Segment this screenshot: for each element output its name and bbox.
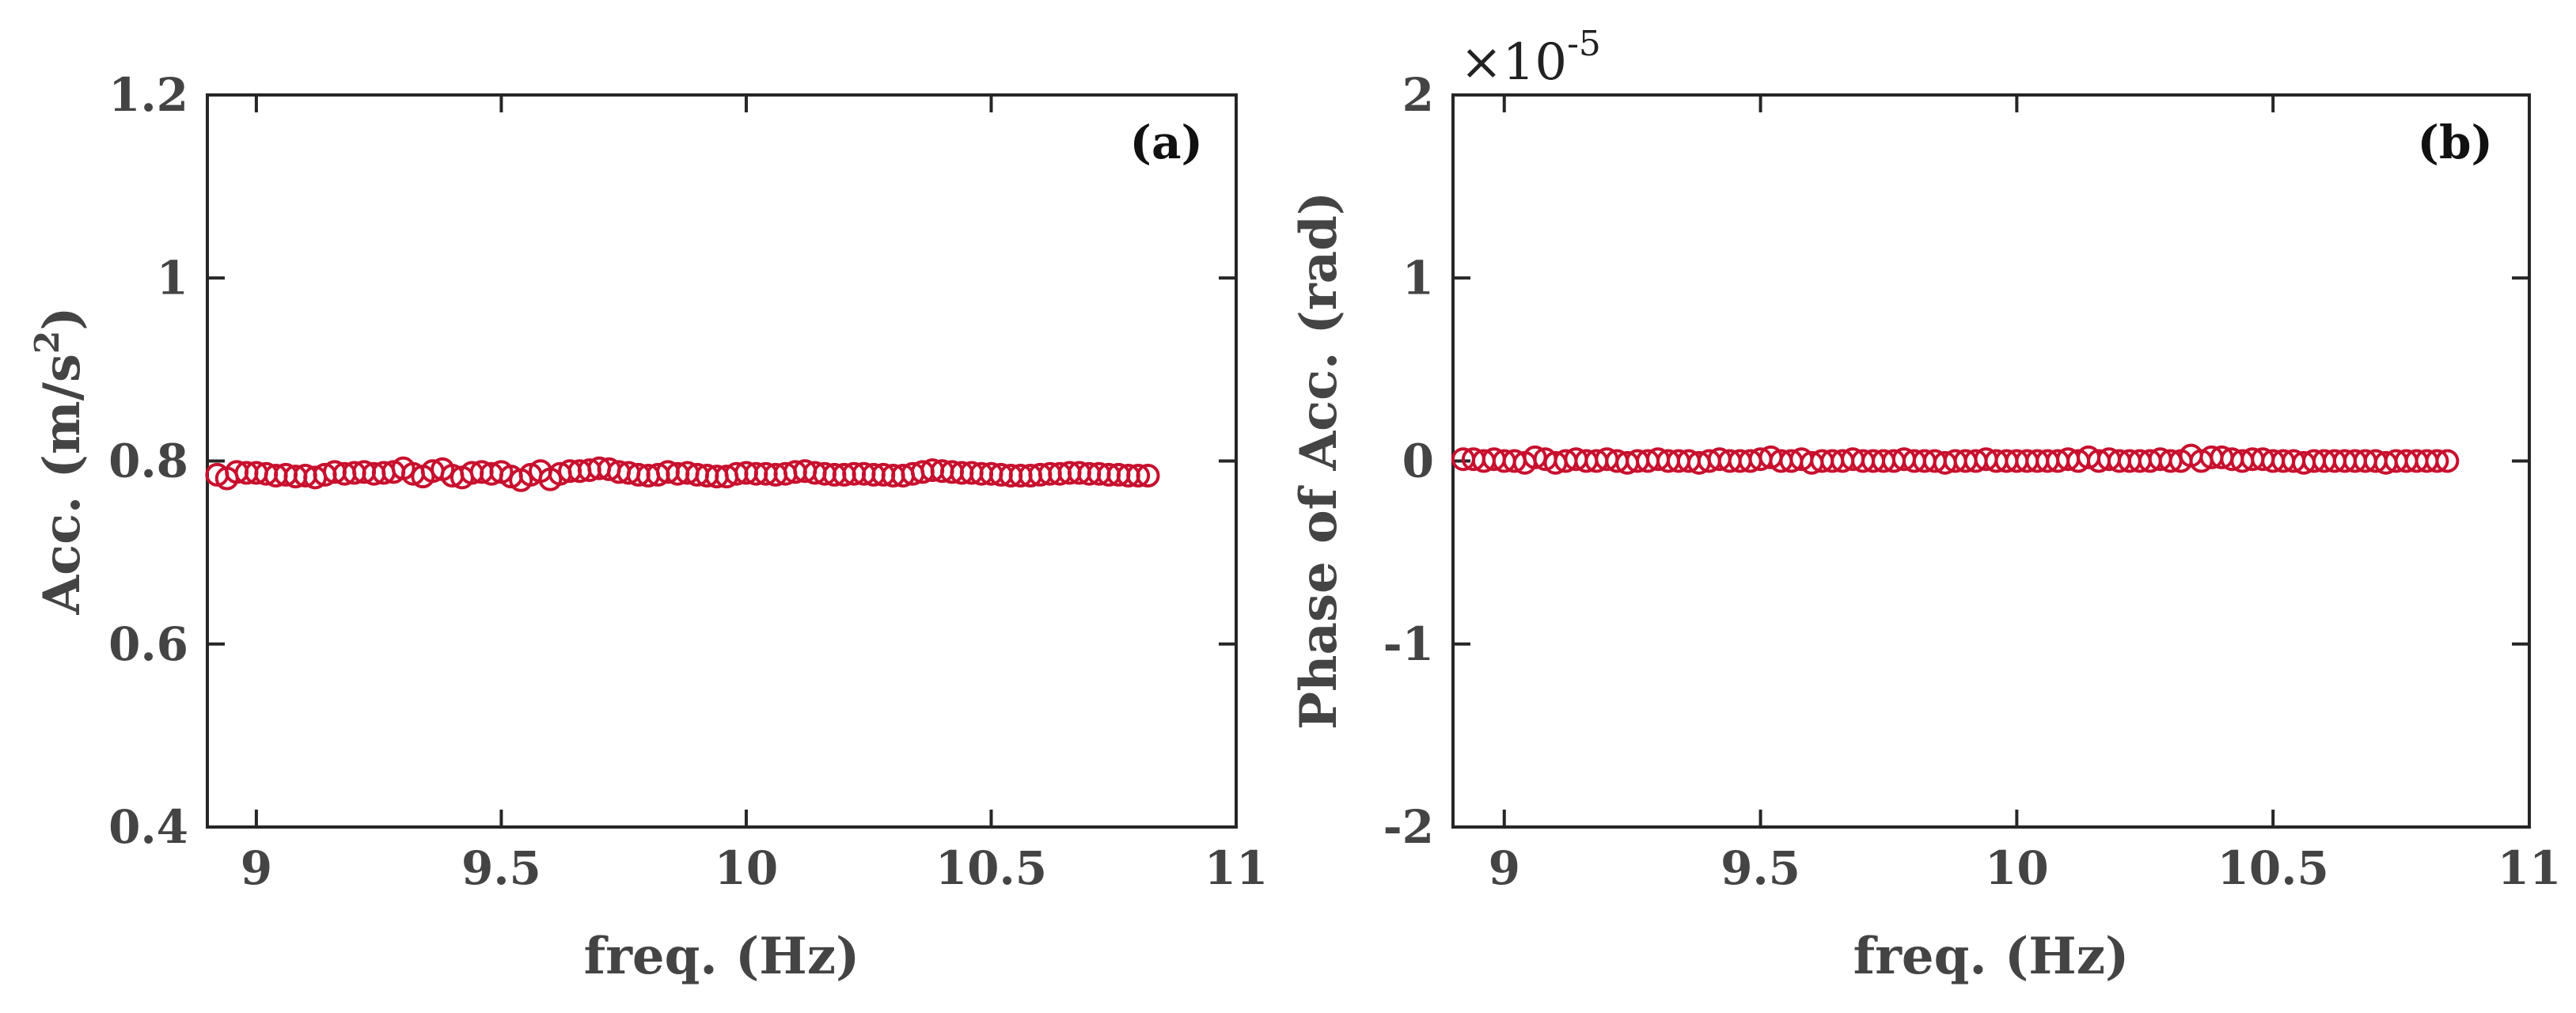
x-tick-label: 11 bbox=[2498, 841, 2562, 895]
axis-ticks-a: 9 9.5 10 10.5 11 0.4 0.6 0.8 1 1.2 bbox=[108, 68, 1268, 895]
x-tick-label: 10.5 bbox=[935, 841, 1047, 895]
data-series-a bbox=[205, 456, 1160, 492]
y-tick-label: -2 bbox=[1383, 800, 1434, 854]
data-point bbox=[1136, 464, 1160, 488]
y-tick-label: 0 bbox=[1402, 434, 1434, 488]
chart-panel-a: 9 9.5 10 10.5 11 0.4 0.6 0.8 1 1.2 (a) freq. (Hz)… bbox=[28, 68, 1268, 986]
y-tick-label: 2 bbox=[1402, 68, 1434, 122]
x-axis-label-a: freq. (Hz) bbox=[584, 927, 860, 986]
x-tick-label: 10.5 bbox=[2217, 841, 2329, 895]
plot-area-b bbox=[1451, 93, 2531, 829]
y-tick-label: 1.2 bbox=[108, 68, 188, 122]
y-tick-label: 1 bbox=[1402, 251, 1434, 305]
y-axis-multiplier-b-exp: -5 bbox=[1567, 24, 1601, 64]
x-tick-label: 9.5 bbox=[1720, 841, 1800, 895]
y-axis-label-a-main: Acc. (m/s bbox=[32, 354, 92, 616]
x-axis-label-b: freq. (Hz) bbox=[1853, 927, 2130, 986]
y-axis-label-a-sup: 2 bbox=[28, 331, 66, 354]
chart-panel-b: 9 9.5 10 10.5 11 -2 -1 0 1 2 (b) ×10-5 freq. (Hz)… bbox=[1289, 24, 2561, 986]
y-tick-label: 0.6 bbox=[108, 617, 188, 671]
x-tick-label: 10 bbox=[715, 841, 779, 895]
data-point bbox=[1126, 464, 1151, 488]
axis-ticks-b: 9 9.5 10 10.5 11 -2 -1 0 1 2 bbox=[1383, 68, 2562, 895]
x-tick-label: 9 bbox=[1489, 841, 1520, 895]
y-tick-label: 1 bbox=[157, 251, 188, 305]
x-tick-label: 9 bbox=[241, 841, 272, 895]
data-point bbox=[2435, 449, 2460, 473]
data-point bbox=[2425, 449, 2449, 473]
x-tick-label: 10 bbox=[1985, 841, 2049, 895]
y-tick-label: 0.8 bbox=[108, 434, 188, 488]
panel-label-a: (a) bbox=[1130, 116, 1203, 169]
panel-label-b: (b) bbox=[2418, 116, 2493, 169]
y-tick-label: -1 bbox=[1383, 617, 1434, 671]
x-tick-label: 9.5 bbox=[461, 841, 541, 895]
data-series-b bbox=[1451, 443, 2460, 475]
y-axis-multiplier-b-base: ×10 bbox=[1460, 33, 1567, 92]
y-axis-multiplier-b: ×10-5 bbox=[1460, 24, 1601, 92]
y-axis-label-b: Phase of Acc. (rad) bbox=[1289, 192, 1349, 730]
y-axis-label-a: Acc. (m/s2) bbox=[28, 306, 92, 615]
y-tick-label: 0.4 bbox=[108, 800, 188, 854]
x-tick-label: 11 bbox=[1205, 841, 1269, 895]
y-axis-label-a-end: ) bbox=[32, 306, 92, 330]
